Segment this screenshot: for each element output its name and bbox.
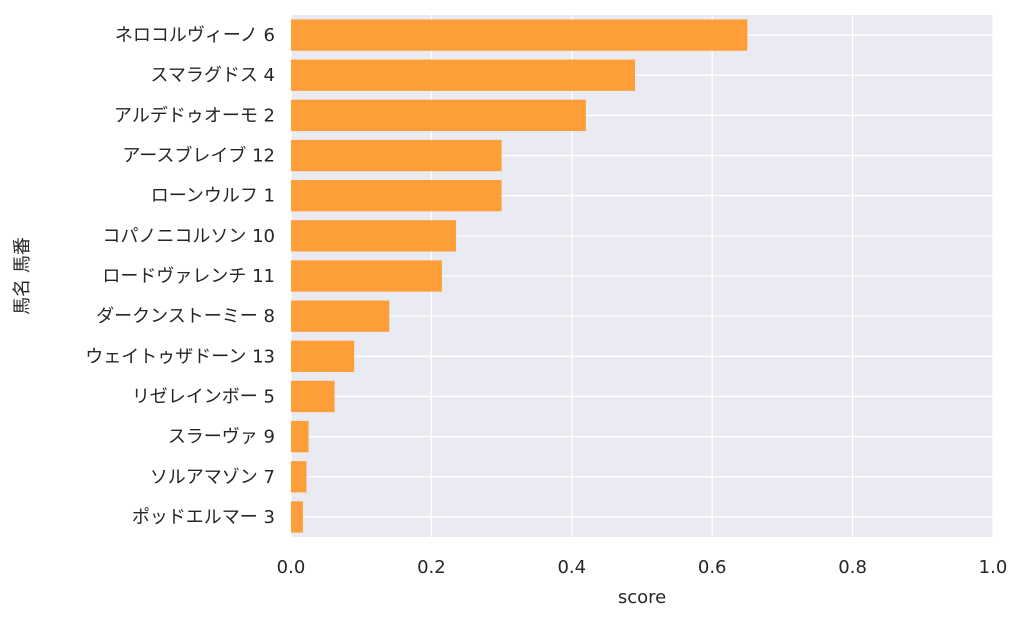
y-tick-label: スラーヴァ 9 <box>168 427 275 448</box>
bar <box>291 300 390 332</box>
bar <box>291 501 303 533</box>
x-tick-label: 0.2 <box>417 557 446 578</box>
bar <box>291 19 748 51</box>
bar <box>291 461 307 493</box>
y-tick-label: アースブレイブ 12 <box>122 145 275 167</box>
x-tick-label: 0.0 <box>277 557 306 578</box>
bar <box>291 99 586 132</box>
bars <box>291 19 748 533</box>
x-tick-label: 0.8 <box>838 557 867 578</box>
x-tick-label: 1.0 <box>979 557 1008 578</box>
y-tick-label: リゼレインボー 5 <box>132 386 275 407</box>
y-tick-label: アルデドゥオーモ 2 <box>114 105 275 126</box>
y-tick-label: ポッドエルマー 3 <box>132 507 275 528</box>
x-axis-label: score <box>618 587 666 608</box>
bar <box>291 139 502 172</box>
x-tick-label: 0.4 <box>557 557 586 578</box>
bar <box>291 220 456 252</box>
y-tick-label: コパノニコルソン 10 <box>102 226 275 247</box>
bar <box>291 260 442 292</box>
x-tick-label: 0.6 <box>698 557 727 578</box>
y-axis-label: 馬名 馬番 <box>12 237 33 315</box>
y-tick-labels: ネロコルヴィーノ 6 スマラグドス 4 アルデドゥオーモ 2 アースブレイブ 12 ロー… <box>85 25 275 528</box>
y-tick-label: ダークンストーミー 8 <box>96 306 275 327</box>
y-tick-label: ウェイトゥザドーン 13 <box>85 346 275 367</box>
bar <box>291 380 335 413</box>
y-tick-label: スマラグドス 4 <box>150 65 275 86</box>
y-tick-label: ローンウルフ 1 <box>151 186 275 207</box>
x-tick-labels: 0.0 0.2 0.4 0.6 0.8 1.0 <box>277 557 1008 578</box>
bar <box>291 420 309 453</box>
bar <box>291 59 635 91</box>
y-tick-label: ソルアマゾン 7 <box>150 467 275 488</box>
y-tick-label: ネロコルヴィーノ 6 <box>115 25 275 46</box>
bar <box>291 340 355 372</box>
bar <box>291 180 502 212</box>
y-tick-label: ロードヴァレンチ 11 <box>102 266 275 287</box>
